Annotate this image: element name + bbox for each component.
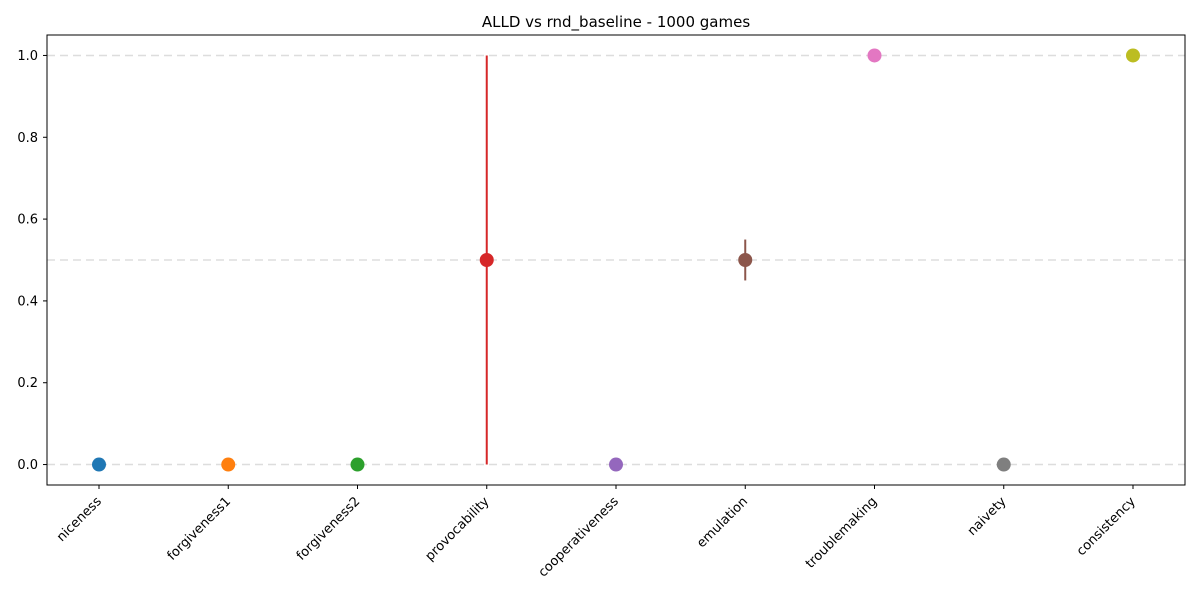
- grid: [47, 54, 1185, 466]
- y-tick-label-1: 0.2: [17, 376, 38, 391]
- x-tick-label-emulation: emulation: [694, 494, 751, 551]
- y-axis: 0.0 0.2 0.4 0.6 0.8 1.0: [17, 49, 47, 473]
- point-cooperativeness: [609, 457, 623, 472]
- point-consistency: [1126, 48, 1140, 63]
- x-tick-label-forgiveness2: forgiveness2: [294, 494, 363, 563]
- x-tick-label-niceness: niceness: [54, 494, 105, 545]
- x-tick-label-forgiveness1: forgiveness1: [165, 494, 234, 563]
- y-tick-label-2: 0.4: [17, 294, 38, 309]
- y-tick-label-3: 0.6: [17, 213, 38, 228]
- x-tick-label-troublemaking: troublemaking: [803, 494, 880, 571]
- point-provocability: [479, 253, 494, 267]
- y-tick-label-5: 1.0: [17, 49, 38, 64]
- point-troublemaking: [867, 48, 882, 63]
- x-tick-label-cooperativeness: cooperativeness: [536, 494, 622, 580]
- chart-title: ALLD vs rnd_baseline - 1000 games: [482, 13, 750, 32]
- point-niceness: [92, 457, 106, 472]
- point-forgiveness2: [350, 457, 365, 472]
- point-forgiveness1: [221, 457, 236, 472]
- error-bars: [485, 55, 747, 465]
- x-tick-label-naivety: naivety: [965, 494, 1010, 539]
- point-naivety: [996, 457, 1011, 472]
- point-emulation: [738, 253, 753, 267]
- x-tick-label-provocability: provocability: [423, 494, 493, 564]
- data-points: [92, 48, 1140, 472]
- x-axis: niceness forgiveness1 forgiveness2 provocab…: [54, 485, 1139, 580]
- y-tick-label-4: 0.8: [17, 131, 38, 146]
- x-tick-label-consistency: consistency: [1074, 494, 1139, 559]
- y-tick-label-0: 0.0: [17, 458, 38, 473]
